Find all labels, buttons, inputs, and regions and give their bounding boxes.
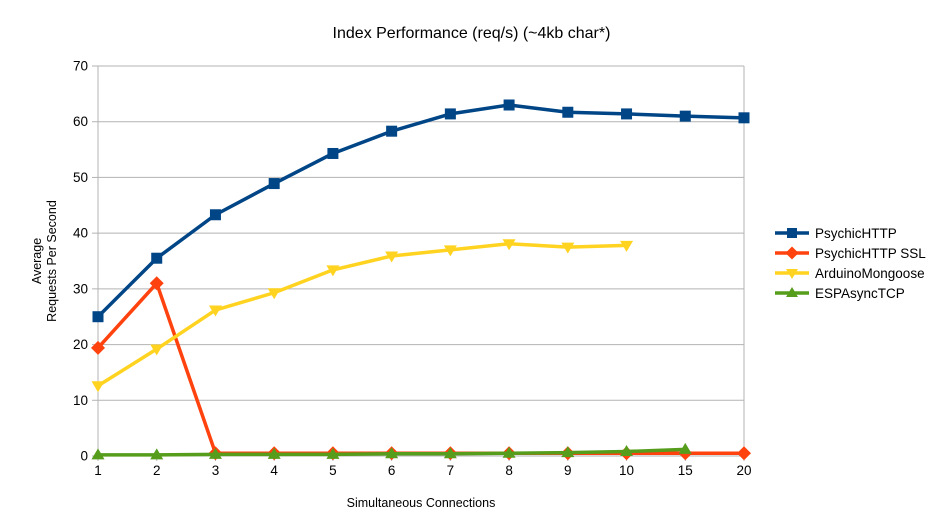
x-tick-label: 5 xyxy=(329,463,337,478)
marker-psychichttp xyxy=(151,252,163,264)
legend-marker-shape xyxy=(786,287,798,297)
y-tick-label: 50 xyxy=(73,170,88,185)
legend-item-label: PsychicHTTP xyxy=(815,225,897,241)
x-tick-label: 3 xyxy=(212,463,220,478)
series-line-psychichttp-ssl xyxy=(96,281,744,455)
marker-psychichttp-ssl xyxy=(91,340,105,355)
y-tick-label: 10 xyxy=(73,393,88,408)
legend-marker-triangle-down-icon xyxy=(775,269,809,279)
marker-psychichttp xyxy=(327,147,339,159)
marker-arduinomongoose xyxy=(385,251,399,263)
marker-psychichttp xyxy=(738,112,750,124)
series-line-psychichttp xyxy=(96,103,745,318)
legend-marker-shape xyxy=(785,246,799,260)
marker-psychichttp xyxy=(503,99,515,111)
legend-marker-square-icon xyxy=(775,228,809,238)
y-tick-label: 20 xyxy=(73,337,88,352)
marker-arduinomongoose xyxy=(208,305,222,317)
marker-psychichttp xyxy=(268,178,280,190)
x-tick-label: 2 xyxy=(153,463,161,478)
x-tick-label: 1 xyxy=(94,463,102,478)
marker-espasynctcp xyxy=(678,442,692,454)
series-arduinomongoose xyxy=(91,239,634,393)
marker-espasynctcp xyxy=(267,447,281,459)
marker-espasynctcp xyxy=(150,448,164,460)
marker-arduinomongoose xyxy=(443,245,457,257)
marker-psychichttp xyxy=(386,125,398,137)
marker-arduinomongoose xyxy=(267,288,281,300)
legend-item-psychichttp: PsychicHTTP xyxy=(774,223,926,243)
marker-espasynctcp xyxy=(91,448,105,460)
x-tick-label: 20 xyxy=(736,463,751,478)
marker-psychichttp xyxy=(92,311,104,323)
series-espasynctcp xyxy=(91,442,692,460)
x-tick-label: 6 xyxy=(388,463,396,478)
series-psychichttp-ssl xyxy=(91,276,751,461)
marker-psychichttp-ssl xyxy=(737,446,751,461)
marker-psychichttp xyxy=(621,108,633,120)
x-tick-label: 15 xyxy=(678,463,693,478)
series-psychichttp xyxy=(92,99,750,323)
marker-arduinomongoose xyxy=(502,239,516,251)
marker-arduinomongoose xyxy=(91,381,105,393)
y-tick-label: 30 xyxy=(73,281,88,296)
legend-marker-triangle-up-icon xyxy=(775,287,809,297)
legend-item-label: ESPAsyncTCP xyxy=(815,285,905,301)
marker-arduinomongoose xyxy=(150,344,164,356)
marker-espasynctcp xyxy=(620,445,634,457)
chart-title: Index Performance (req/s) (~4kb char*) xyxy=(332,25,611,42)
marker-arduinomongoose xyxy=(326,265,340,277)
legend-item-espasynctcp: ESPAsyncTCP xyxy=(774,283,926,303)
marker-psychichttp xyxy=(562,106,574,118)
legend-marker-diamond-icon xyxy=(775,246,809,260)
marker-psychichttp xyxy=(679,110,691,122)
marker-arduinomongoose xyxy=(620,240,634,252)
marker-arduinomongoose xyxy=(561,242,575,254)
marker-psychichttp-ssl xyxy=(149,276,164,291)
legend-marker-shape xyxy=(786,269,798,279)
legend-item-label: PsychicHTTP SSL xyxy=(815,245,926,261)
legend: PsychicHTTP PsychicHTTP SSL ArduinoMongoos… xyxy=(774,223,926,303)
legend-item-label: ArduinoMongoose xyxy=(815,265,925,281)
y-tick-label: 40 xyxy=(73,226,88,241)
marker-espasynctcp xyxy=(385,447,399,459)
y-tick-label: 70 xyxy=(73,59,88,74)
x-tick-label: 8 xyxy=(505,463,513,478)
marker-espasynctcp xyxy=(326,447,340,459)
x-tick-label: 9 xyxy=(564,463,572,478)
marker-espasynctcp xyxy=(208,447,222,459)
marker-espasynctcp xyxy=(561,446,575,458)
marker-espasynctcp xyxy=(443,447,457,459)
x-tick-label: 4 xyxy=(270,463,278,478)
legend-item-psychichttp-ssl: PsychicHTTP SSL xyxy=(774,243,926,263)
marker-espasynctcp xyxy=(502,446,516,458)
x-tick-label: 7 xyxy=(447,463,455,478)
y-tick-label: 0 xyxy=(80,449,88,464)
legend-item-arduinomongoose: ArduinoMongoose xyxy=(774,263,926,283)
x-tick-label: 10 xyxy=(619,463,634,478)
marker-psychichttp xyxy=(444,108,456,120)
legend-marker-shape xyxy=(787,228,797,238)
y-tick-label: 60 xyxy=(73,114,88,129)
series-line-arduinomongoose xyxy=(97,241,627,388)
marker-psychichttp xyxy=(209,209,221,221)
x-axis-label: Simultaneous Connections xyxy=(346,496,496,510)
